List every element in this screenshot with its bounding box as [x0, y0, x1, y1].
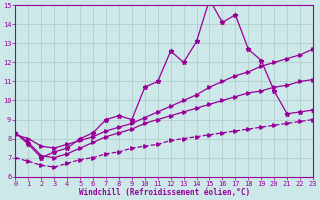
- X-axis label: Windchill (Refroidissement éolien,°C): Windchill (Refroidissement éolien,°C): [79, 188, 250, 197]
